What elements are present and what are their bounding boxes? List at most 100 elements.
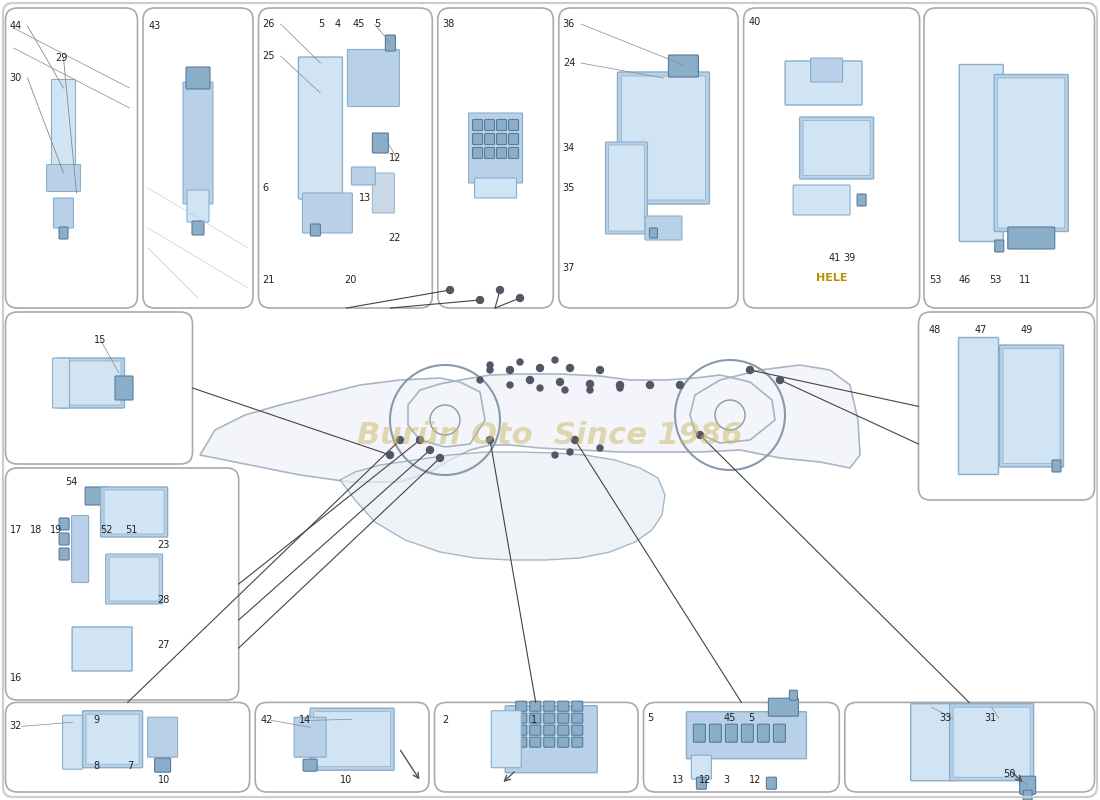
FancyBboxPatch shape xyxy=(543,701,554,711)
FancyBboxPatch shape xyxy=(116,376,133,400)
Text: 15: 15 xyxy=(94,335,106,345)
FancyBboxPatch shape xyxy=(53,358,69,408)
Text: 5: 5 xyxy=(319,19,324,29)
FancyBboxPatch shape xyxy=(767,778,777,789)
FancyBboxPatch shape xyxy=(645,216,682,240)
Text: 35: 35 xyxy=(563,183,575,193)
Circle shape xyxy=(586,381,594,387)
FancyBboxPatch shape xyxy=(473,134,483,145)
FancyBboxPatch shape xyxy=(543,714,554,723)
Text: 12: 12 xyxy=(388,153,400,163)
FancyBboxPatch shape xyxy=(741,724,754,742)
FancyBboxPatch shape xyxy=(998,78,1065,228)
FancyBboxPatch shape xyxy=(773,724,785,742)
FancyBboxPatch shape xyxy=(73,627,132,671)
FancyBboxPatch shape xyxy=(373,133,388,153)
Text: 2: 2 xyxy=(442,715,449,726)
FancyBboxPatch shape xyxy=(649,228,658,238)
FancyBboxPatch shape xyxy=(994,240,1003,252)
FancyBboxPatch shape xyxy=(508,147,518,158)
Text: 17: 17 xyxy=(10,525,22,535)
FancyBboxPatch shape xyxy=(857,194,866,206)
FancyBboxPatch shape xyxy=(82,710,143,768)
FancyBboxPatch shape xyxy=(85,487,109,505)
FancyBboxPatch shape xyxy=(516,714,527,723)
Text: 25: 25 xyxy=(263,51,275,61)
Text: 40: 40 xyxy=(749,17,761,27)
FancyBboxPatch shape xyxy=(1023,790,1032,800)
Text: 51: 51 xyxy=(125,525,138,535)
Text: 39: 39 xyxy=(844,253,856,263)
Text: 47: 47 xyxy=(975,325,987,335)
Text: 8: 8 xyxy=(94,761,100,771)
Text: 41: 41 xyxy=(828,253,840,263)
FancyBboxPatch shape xyxy=(484,119,495,130)
Text: 5: 5 xyxy=(748,714,755,723)
Text: 11: 11 xyxy=(1019,275,1032,285)
Circle shape xyxy=(566,449,573,455)
Circle shape xyxy=(676,382,683,389)
Circle shape xyxy=(507,382,513,388)
Circle shape xyxy=(486,437,494,443)
FancyBboxPatch shape xyxy=(710,724,722,742)
FancyBboxPatch shape xyxy=(6,468,239,700)
FancyBboxPatch shape xyxy=(621,76,705,200)
Circle shape xyxy=(617,385,623,391)
FancyBboxPatch shape xyxy=(258,8,432,308)
FancyBboxPatch shape xyxy=(100,487,167,537)
Text: 3: 3 xyxy=(724,775,729,785)
FancyBboxPatch shape xyxy=(496,134,506,145)
Text: 21: 21 xyxy=(263,275,275,285)
Text: Burün Oto  Since 1986: Burün Oto Since 1986 xyxy=(358,421,742,450)
Text: 14: 14 xyxy=(299,715,311,726)
Text: 10: 10 xyxy=(340,775,352,785)
Circle shape xyxy=(487,367,493,373)
Text: 30: 30 xyxy=(10,73,22,83)
FancyBboxPatch shape xyxy=(508,119,518,130)
Circle shape xyxy=(506,366,514,374)
FancyBboxPatch shape xyxy=(924,8,1094,308)
FancyBboxPatch shape xyxy=(469,113,522,183)
Text: 7: 7 xyxy=(128,761,134,771)
Text: 32: 32 xyxy=(10,722,22,731)
FancyBboxPatch shape xyxy=(530,701,541,711)
Text: 13: 13 xyxy=(359,193,371,203)
FancyBboxPatch shape xyxy=(953,707,1031,778)
Text: 34: 34 xyxy=(563,143,575,153)
FancyBboxPatch shape xyxy=(958,338,999,474)
Text: 53: 53 xyxy=(989,275,1001,285)
FancyBboxPatch shape xyxy=(572,714,583,723)
Circle shape xyxy=(477,377,483,383)
FancyBboxPatch shape xyxy=(572,725,583,735)
FancyBboxPatch shape xyxy=(434,702,638,792)
Text: 53: 53 xyxy=(930,275,942,285)
Circle shape xyxy=(747,366,754,374)
FancyBboxPatch shape xyxy=(1052,460,1062,472)
FancyBboxPatch shape xyxy=(59,227,68,239)
Text: 4: 4 xyxy=(334,19,341,29)
Circle shape xyxy=(427,446,433,454)
Text: 37: 37 xyxy=(563,263,575,273)
Text: 26: 26 xyxy=(263,19,275,29)
FancyBboxPatch shape xyxy=(758,724,769,742)
FancyBboxPatch shape xyxy=(1003,349,1060,463)
FancyBboxPatch shape xyxy=(473,147,483,158)
Circle shape xyxy=(487,362,493,368)
Circle shape xyxy=(647,382,653,389)
Text: 31: 31 xyxy=(984,714,997,723)
Circle shape xyxy=(396,437,404,443)
Text: 49: 49 xyxy=(1021,325,1033,335)
Circle shape xyxy=(566,365,573,371)
Circle shape xyxy=(386,451,394,458)
Circle shape xyxy=(476,297,484,303)
FancyBboxPatch shape xyxy=(484,147,495,158)
FancyBboxPatch shape xyxy=(302,193,352,233)
FancyBboxPatch shape xyxy=(143,8,253,308)
FancyBboxPatch shape xyxy=(669,55,698,77)
Text: 52: 52 xyxy=(100,525,113,535)
FancyBboxPatch shape xyxy=(314,712,390,766)
FancyBboxPatch shape xyxy=(530,738,541,747)
FancyBboxPatch shape xyxy=(725,724,737,742)
FancyBboxPatch shape xyxy=(811,58,843,82)
Text: 48: 48 xyxy=(928,325,940,335)
